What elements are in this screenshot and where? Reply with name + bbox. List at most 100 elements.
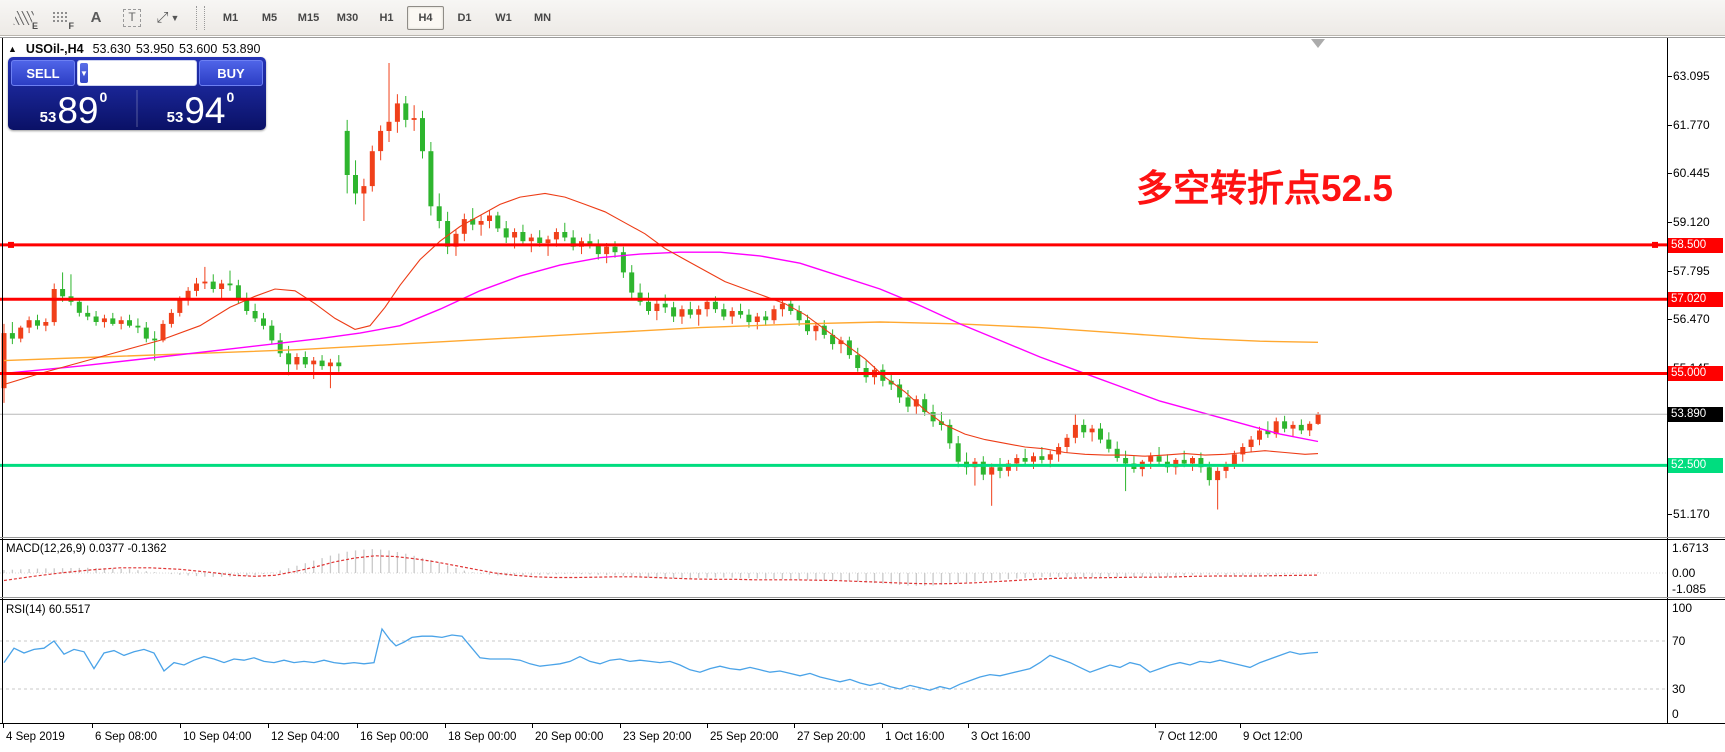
time-tick: 27 Sep 20:00 xyxy=(797,731,866,743)
price-tick-mark xyxy=(1667,514,1672,515)
tab-D1[interactable]: D1 xyxy=(457,11,472,24)
current-price-label: 53.890 xyxy=(1668,407,1723,422)
price-tick: 51.170 xyxy=(1673,507,1710,521)
price-tick: 56.470 xyxy=(1673,312,1710,326)
grid-badge: F xyxy=(68,20,75,31)
time-tick-mark xyxy=(794,723,795,728)
volume-down-button[interactable]: ▼ xyxy=(80,63,88,83)
price-divider xyxy=(136,90,138,127)
collapse-trade-panel-icon[interactable]: ▲ xyxy=(8,44,17,54)
chart-annotation-text: 多空转折点52.5 xyxy=(1136,168,1394,209)
time-tick: 6 Sep 08:00 xyxy=(95,731,158,743)
tab-MN[interactable]: MN xyxy=(533,11,552,24)
arrange-glyph: ⤢ xyxy=(156,9,169,26)
price-tick-mark xyxy=(1667,319,1672,320)
main-chart-pane[interactable] xyxy=(0,38,1667,537)
one-click-trade-panel: SELL ▼ ▲ BUY 53 89 0 53 94 0 xyxy=(8,57,266,130)
price-tick-mark xyxy=(1667,271,1672,272)
time-tick: 23 Sep 20:00 xyxy=(623,731,692,743)
fibonacci-grid-icon[interactable]: F xyxy=(44,4,76,32)
text-label-icon[interactable]: T xyxy=(116,4,148,32)
time-tick-mark xyxy=(620,723,621,728)
hline-price-label: 58.500 xyxy=(1668,238,1723,253)
buy-button[interactable]: BUY xyxy=(199,60,263,86)
chart-top-border xyxy=(0,37,1725,38)
time-tick-mark xyxy=(532,723,533,728)
text-label-glyph: T xyxy=(123,8,141,27)
pane-splitter-macd[interactable] xyxy=(0,537,1725,538)
rsi-pane[interactable] xyxy=(0,600,1667,723)
rsi-label: RSI(14) 60.5517 xyxy=(6,604,91,616)
buy-price-pips: 94 xyxy=(184,90,226,131)
chevron-down-icon: ▼ xyxy=(170,12,180,23)
ohlc-open: 53.630 xyxy=(92,42,131,56)
chart-left-border xyxy=(2,38,3,723)
timeframe-bar: M1 M5 M15 M30 H1 H4 D1 W1 MN xyxy=(211,5,562,30)
tab-W1[interactable]: W1 xyxy=(495,11,512,24)
sell-price[interactable]: 53 89 0 xyxy=(11,88,136,129)
buy-price[interactable]: 53 94 0 xyxy=(138,88,263,129)
time-tick-mark xyxy=(1155,723,1156,728)
rsi-axis-tick: 30 xyxy=(1672,682,1686,696)
chart-shift-marker[interactable] xyxy=(1311,39,1325,48)
tab-M15[interactable]: M15 xyxy=(297,11,320,24)
pane-splitter-macd2 xyxy=(0,539,1725,540)
price-tick-mark xyxy=(1667,222,1672,223)
toolbar-separator xyxy=(196,5,205,30)
tab-H4[interactable]: H4 xyxy=(407,5,444,30)
time-tick: 4 Sep 2019 xyxy=(6,731,65,743)
axis-border xyxy=(1667,38,1668,723)
time-tick-mark xyxy=(268,723,269,728)
time-tick-mark xyxy=(92,723,93,728)
price-tick-mark xyxy=(1667,76,1672,77)
time-tick-mark xyxy=(968,723,969,728)
ohlc-low: 53.600 xyxy=(179,42,218,56)
time-tick-mark xyxy=(357,723,358,728)
ohlc-close: 53.890 xyxy=(222,42,261,56)
macd-axis-tick: 0.00 xyxy=(1672,566,1696,580)
sell-price-point: 0 xyxy=(99,89,108,105)
price-tick: 63.095 xyxy=(1673,69,1710,83)
time-tick: 10 Sep 04:00 xyxy=(183,731,252,743)
pane-splitter-rsi2 xyxy=(0,599,1725,600)
macd-pane[interactable] xyxy=(0,540,1667,597)
channel-badge: E xyxy=(31,20,38,31)
time-tick: 20 Sep 00:00 xyxy=(535,731,604,743)
tab-M30[interactable]: M30 xyxy=(336,11,359,24)
time-tick: 12 Sep 04:00 xyxy=(271,731,340,743)
price-tick-mark xyxy=(1667,125,1672,126)
time-tick: 1 Oct 16:00 xyxy=(885,731,945,743)
macd-axis-tick: 1.6713 xyxy=(1672,541,1709,555)
price-tick: 59.120 xyxy=(1673,215,1710,229)
price-tick: 60.445 xyxy=(1673,166,1710,180)
tab-M1[interactable]: M1 xyxy=(222,11,239,24)
time-tick-mark xyxy=(882,723,883,728)
toolbar: E F A T ⤢ ▼ M1 M5 M15 M30 H1 H4 D1 W1 MN xyxy=(0,0,1725,36)
rsi-axis-tick: 0 xyxy=(1672,707,1679,721)
time-tick-mark xyxy=(1240,723,1241,728)
time-tick-mark xyxy=(3,723,4,728)
volume-input[interactable] xyxy=(89,61,196,85)
tab-H1[interactable]: H1 xyxy=(379,11,394,24)
ohlc-high: 53.950 xyxy=(135,42,175,56)
hline-price-label: 57.020 xyxy=(1668,292,1723,307)
sell-button[interactable]: SELL xyxy=(11,60,75,86)
pane-splitter-rsi[interactable] xyxy=(0,597,1725,598)
tab-M5[interactable]: M5 xyxy=(261,11,278,24)
time-tick: 7 Oct 12:00 xyxy=(1158,731,1218,743)
time-tick: 3 Oct 16:00 xyxy=(971,731,1031,743)
price-tick-mark xyxy=(1667,173,1672,174)
macd-label: MACD(12,26,9) 0.0377 -0.1362 xyxy=(6,543,167,555)
volume-stepper: ▼ ▲ xyxy=(77,60,197,86)
arrange-objects-icon[interactable]: ⤢ ▼ xyxy=(152,4,184,32)
equidistant-channel-icon[interactable]: E xyxy=(8,4,40,32)
rsi-axis-tick: 70 xyxy=(1672,634,1686,648)
price-tick: 57.795 xyxy=(1673,264,1710,278)
macd-axis-tick: -1.085 xyxy=(1672,582,1707,596)
rsi-axis-tick: 100 xyxy=(1672,601,1693,615)
text-a-glyph: A xyxy=(90,9,102,26)
text-a-icon[interactable]: A xyxy=(80,4,112,32)
